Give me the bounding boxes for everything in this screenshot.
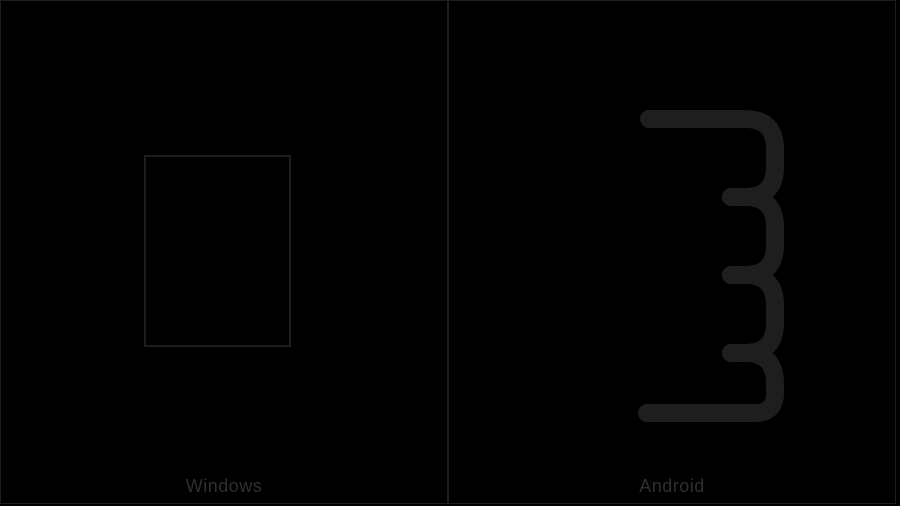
panel-caption: Android — [449, 476, 895, 497]
panel-windows-inner — [1, 1, 447, 503]
panel-android: Android — [448, 0, 896, 504]
panel-android-inner — [449, 1, 895, 503]
panel-windows: Windows — [0, 0, 448, 504]
glyph-comparison-container: Windows Android — [0, 0, 900, 506]
android-glyph-icon — [449, 1, 897, 505]
windows-glyph-placeholder — [144, 155, 291, 347]
panel-caption: Windows — [1, 476, 447, 497]
